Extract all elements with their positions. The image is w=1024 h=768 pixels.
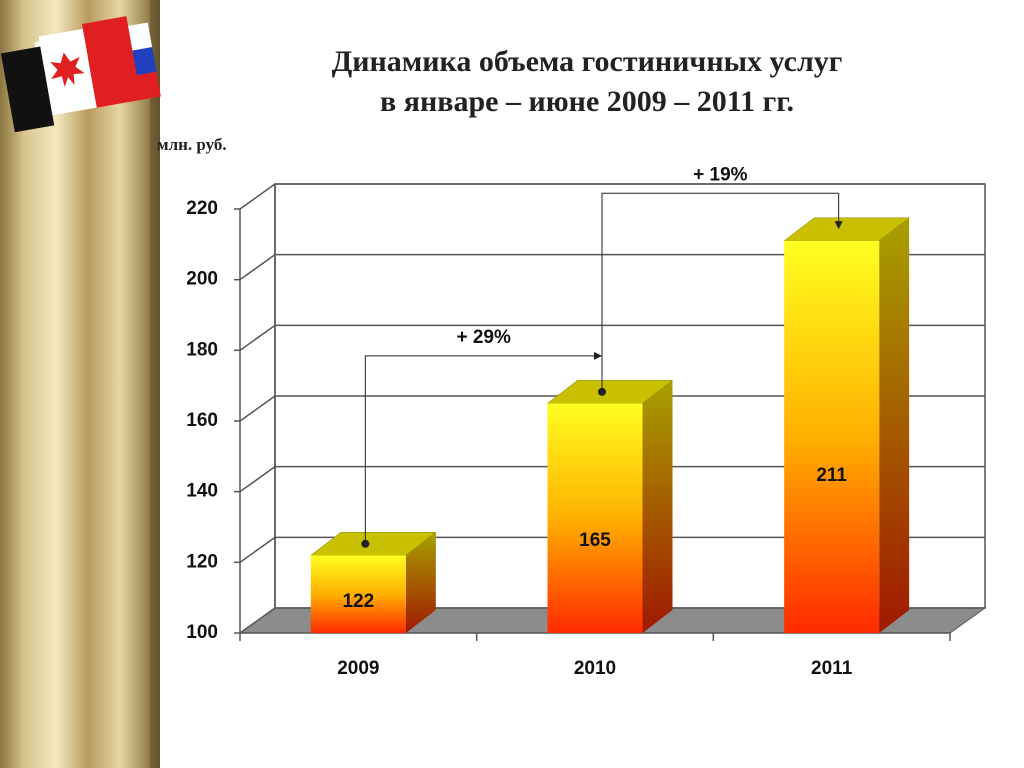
grid-line xyxy=(239,254,276,281)
y-tick-label: 100 xyxy=(186,622,218,643)
y-tick-label: 220 xyxy=(186,198,218,219)
annotation-arrow xyxy=(601,192,839,392)
grid-line xyxy=(239,395,276,422)
grid-line xyxy=(239,536,276,563)
grid-line xyxy=(239,466,276,493)
bar-side xyxy=(879,217,910,634)
pillar-shadow xyxy=(150,0,160,768)
y-axis-label: млн. руб. xyxy=(157,135,227,154)
y-tick-label: 120 xyxy=(186,551,218,572)
bar xyxy=(784,240,880,634)
bar-side xyxy=(642,380,673,633)
value-label: 122 xyxy=(342,591,374,612)
grid-line xyxy=(239,183,276,210)
bar xyxy=(547,403,643,633)
x-tick-label: 2009 xyxy=(337,658,379,679)
annotation: + 19% xyxy=(693,164,748,185)
grid-line xyxy=(239,324,276,351)
y-tick-label: 180 xyxy=(186,339,218,360)
flags xyxy=(0,16,161,133)
y-tick-label: 200 xyxy=(186,269,218,290)
chart-title: Динамика объема гостиничных услуг xyxy=(332,45,843,78)
value-label: 211 xyxy=(816,465,847,486)
flag-black xyxy=(0,46,55,133)
flag-emblem xyxy=(50,52,85,87)
y-tick-label: 140 xyxy=(186,481,218,502)
annotation: + 29% xyxy=(456,327,511,348)
x-tick-label: 2010 xyxy=(574,658,616,679)
arrow-head xyxy=(834,221,843,230)
arrow-head xyxy=(594,351,602,360)
flag-red-2 xyxy=(82,16,141,103)
value-label: 165 xyxy=(579,530,611,551)
grid-line xyxy=(239,607,276,634)
bar-side xyxy=(405,532,436,633)
annotation-arrow xyxy=(364,355,602,544)
y-tick-label: 160 xyxy=(186,410,218,431)
x-tick-label: 2011 xyxy=(811,658,853,679)
bar xyxy=(310,555,406,633)
chart-title: в январе – июне 2009 – 2011 гг. xyxy=(380,85,794,118)
